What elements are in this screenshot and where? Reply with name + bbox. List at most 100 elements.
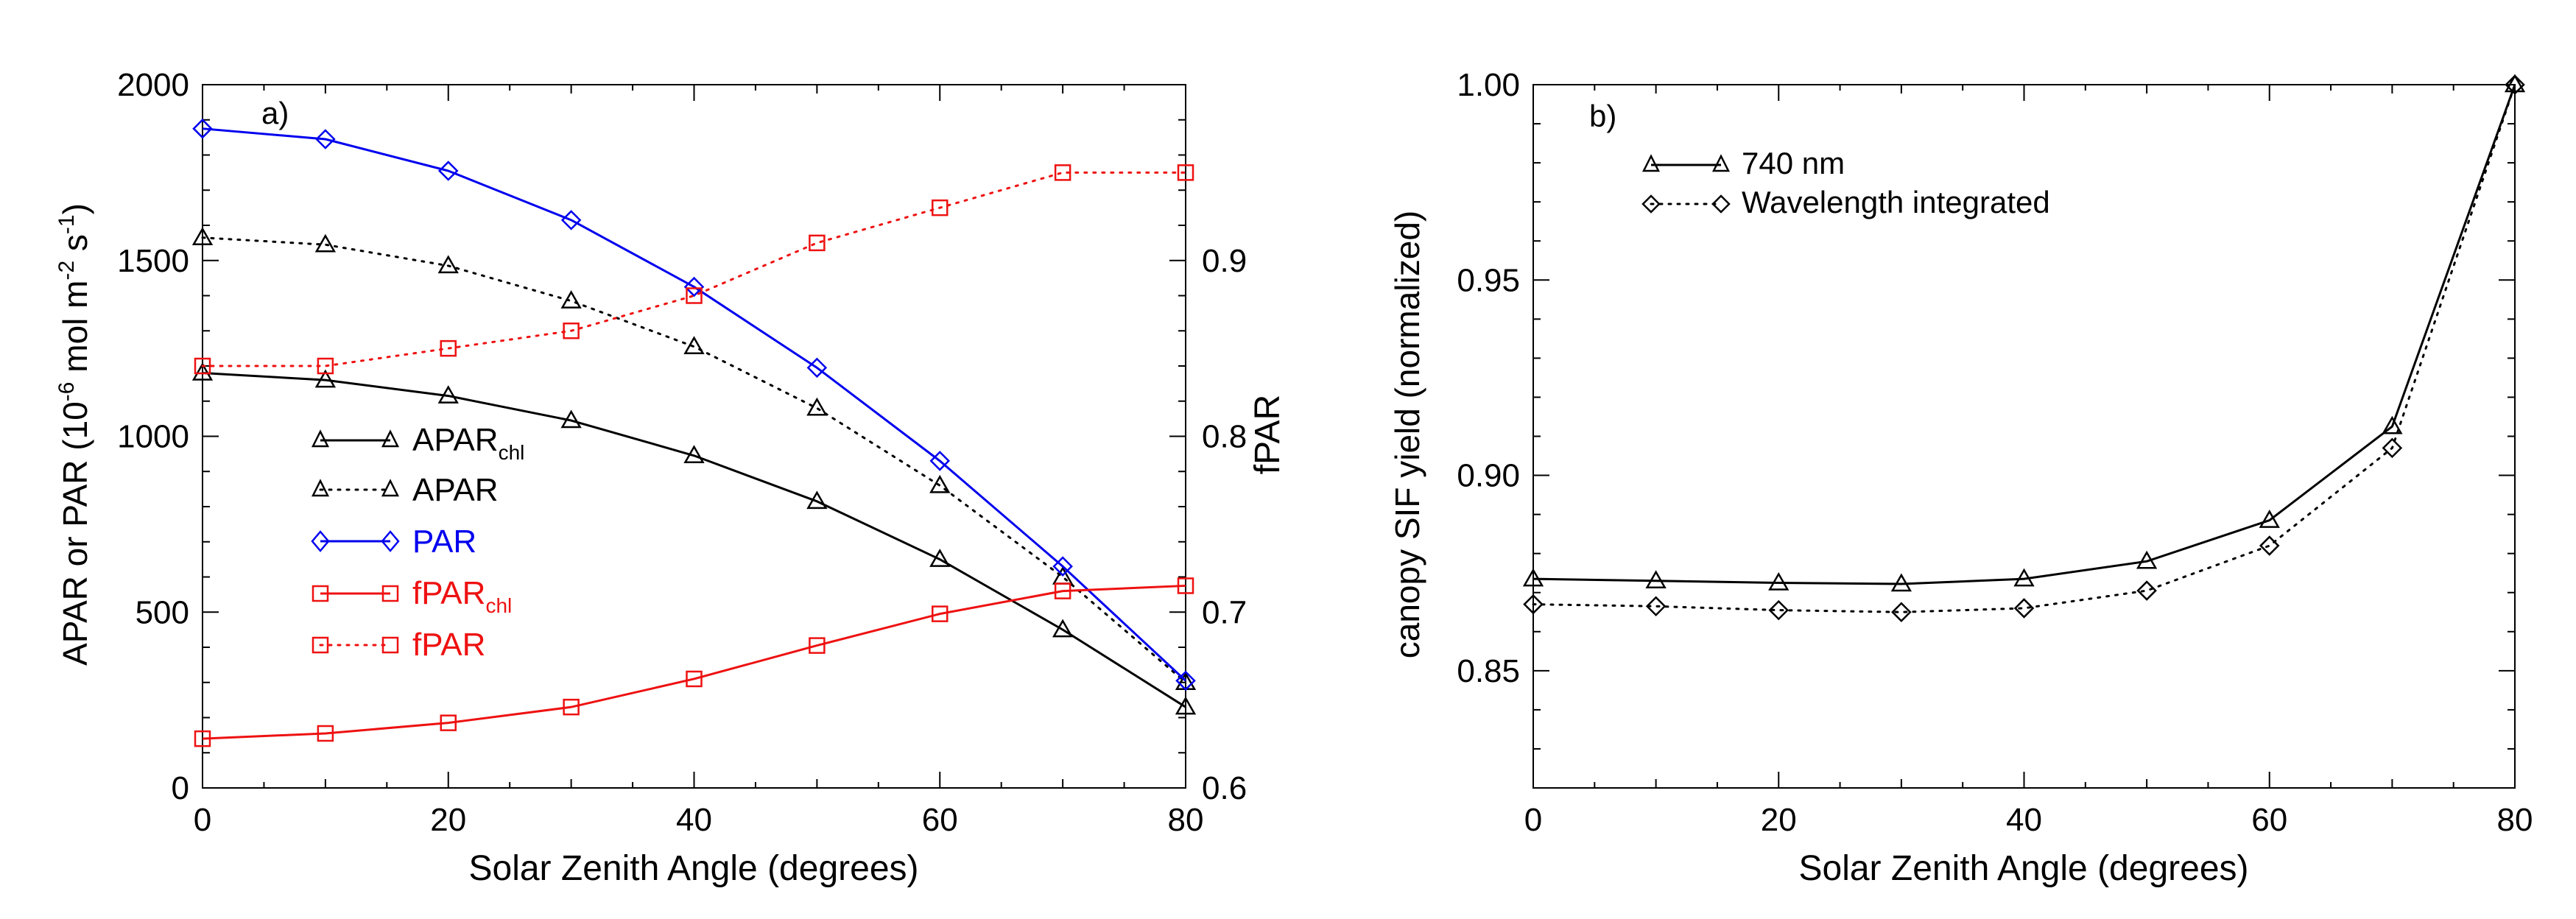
panel-b-x-tick-label: 60 — [2251, 802, 2287, 838]
panel-a-series-1-point — [683, 336, 705, 354]
legend-label: APAR — [412, 472, 499, 508]
legend-label: fPAR — [412, 627, 485, 663]
panel-a-series-3-point — [317, 725, 334, 742]
panel-b-series — [1522, 74, 2526, 623]
panel-a-series-4-point — [1054, 164, 1071, 181]
panel-b-series-1-point — [1768, 599, 1790, 621]
panel-a-y2-tick-label: 0.8 — [1202, 419, 1247, 455]
legend-marker — [311, 530, 330, 552]
panel-a-series-4-point — [440, 339, 457, 357]
panel-a-legend: APARchl APAR PAR fPARchl — [311, 422, 524, 663]
legend-label: PAR — [412, 524, 476, 560]
legend-item-wavelength-integrated: Wavelength integrated — [1641, 185, 2050, 219]
panel-b-axes: 0 20 40 60 80 0.85 0.90 0.95 1.00 — [1457, 67, 2533, 838]
panel-a-series-3-point — [1177, 577, 1194, 594]
panel-a-series-1-point — [560, 290, 582, 309]
panel-b-series-0-point — [1522, 568, 1544, 587]
panel-a-y-label-sup: -1 — [54, 214, 79, 234]
legend-marker — [381, 530, 400, 552]
legend-label: fPARchl — [412, 575, 512, 617]
panel-a-series-4-point — [317, 357, 334, 375]
panel-a-x-tick-label: 40 — [676, 802, 712, 838]
panel-b-series-0-point — [1768, 571, 1790, 591]
panel-a-series-line-0 — [202, 372, 1186, 708]
panel-a-series-3-point — [194, 730, 211, 747]
panel-a-series-0-point — [929, 549, 951, 567]
legend-marker — [311, 429, 330, 448]
panel-a-y-tick-label: 2000 — [117, 67, 189, 103]
panel-a-series-4-point — [932, 199, 949, 216]
panel-a-series-0-point — [1052, 619, 1074, 638]
panel-a-y-label-part: mol m — [56, 281, 94, 382]
panel-a: 0 20 40 60 80 0 500 1000 1500 2000 0.6 0.7 0.8 0.9 a)… — [54, 67, 1287, 888]
panel-b-label: b) — [1589, 99, 1616, 133]
legend-label: APARchl — [412, 422, 524, 464]
panel-a-series-line-3 — [202, 584, 1186, 740]
panel-b-y-axis-label: canopy SIF yield (normalized) — [1388, 211, 1426, 658]
legend-item-apar-chl: APARchl — [311, 422, 524, 464]
panel-a-y-tick-label: 1500 — [117, 243, 189, 279]
panel-a-series-4-point — [1177, 164, 1194, 181]
panel-b-series-0-point — [1890, 573, 1912, 592]
panel-a-series-2-point — [1175, 670, 1196, 691]
panel-a-y-label-part: APAR or PAR (10 — [56, 401, 94, 666]
legend-marker — [381, 479, 400, 497]
panel-b-x-tick-label: 80 — [2497, 802, 2533, 838]
panel-a-series-0-point — [806, 490, 828, 510]
panel-a-series-0-point — [1175, 696, 1197, 715]
panel-b-series-0-point — [2504, 74, 2526, 93]
legend-marker — [381, 636, 399, 654]
legend-label-sub: chl — [485, 594, 512, 617]
panel-b-series-1-point — [2136, 580, 2157, 601]
panel-a-series-2-point — [192, 118, 213, 139]
panel-a-y-label-part: ) — [56, 203, 94, 214]
legend-label-main: fPAR — [412, 575, 485, 611]
panel-a-series-2-point — [683, 276, 705, 297]
panel-b-series-line-1 — [1532, 83, 2516, 613]
panel-a-series-1-point — [929, 474, 951, 493]
panel-b-series-0-point — [1645, 570, 1667, 589]
legend-marker — [1641, 194, 1661, 214]
panel-b-y-tick-label: 0.95 — [1457, 262, 1520, 298]
panel-a-series-0-point — [191, 362, 214, 381]
legend-item-par: PAR — [311, 524, 476, 560]
panel-a-y2-axis-label: fPAR — [1248, 395, 1287, 474]
panel-a-series-2-point — [315, 129, 336, 149]
legend-marker — [312, 636, 329, 654]
legend-item-740nm: 740 nm — [1641, 146, 1845, 180]
panel-b-x-tick-label: 20 — [1761, 802, 1797, 838]
panel-a-series-3-point — [563, 698, 580, 716]
legend-label-sub: chl — [499, 441, 525, 464]
legend-marker — [381, 429, 400, 448]
legend-label-main: APAR — [412, 422, 499, 458]
panel-b-series-1-point — [2382, 437, 2403, 459]
panel-a-series-3-point — [932, 605, 949, 622]
panel-a-series-4-point — [563, 323, 580, 339]
panel-a-y-label-part: s — [56, 234, 94, 261]
panel-a-series-line-1 — [201, 236, 1187, 684]
panel-a-series-2-point — [929, 451, 951, 471]
panel-a-series-line-2 — [202, 127, 1187, 682]
panel-a-series-0-point — [560, 409, 582, 429]
panel-b-series-0-point — [2013, 568, 2035, 587]
panel-b: 0 20 40 60 80 0.85 0.90 0.95 1.00 b) Solar Zenit… — [1388, 67, 2533, 888]
panel-b-series-1-point — [2505, 74, 2525, 95]
panel-b-series-1-point — [2013, 598, 2035, 619]
legend-marker — [381, 585, 399, 602]
panel-a-series-3-point — [440, 714, 457, 731]
legend-label: 740 nm — [1742, 146, 1845, 180]
legend-marker — [1641, 154, 1661, 172]
legend-marker — [1711, 154, 1731, 172]
panel-b-series-1-point — [1645, 596, 1667, 617]
panel-b-y-tick-label: 0.85 — [1457, 653, 1520, 689]
panel-b-series-1-point — [1891, 602, 1912, 623]
panel-a-series-2-point — [806, 357, 828, 378]
legend-item-fpar: fPAR — [312, 627, 485, 663]
panel-a-series-3-point — [1054, 582, 1071, 599]
panel-a-y-label-sup: -2 — [54, 261, 79, 281]
panel-b-y-tick-label: 1.00 — [1457, 67, 1520, 103]
panel-a-y-label-sup: -6 — [54, 382, 79, 402]
panel-a-x-tick-label: 80 — [1168, 802, 1204, 838]
panel-a-series-2-point — [437, 161, 459, 181]
panel-a-y2-tick-label: 0.6 — [1202, 770, 1247, 806]
